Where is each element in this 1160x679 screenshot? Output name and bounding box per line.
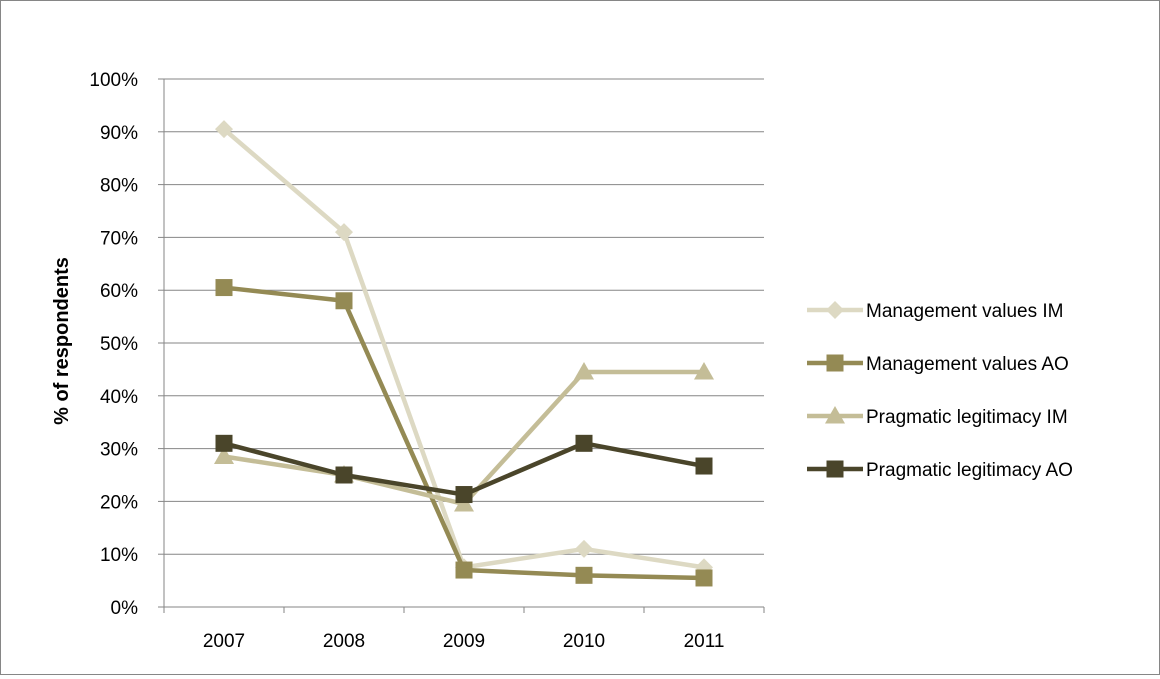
data-point-triangle	[694, 362, 714, 380]
data-point-square	[455, 486, 473, 504]
series-4	[215, 434, 713, 504]
legend-label: Management values IM	[866, 301, 1064, 322]
series-lines	[214, 120, 714, 587]
legend-item: Management values IM	[807, 301, 1064, 322]
data-point-diamond	[215, 120, 233, 139]
legend-item: Pragmatic legitimacy IM	[807, 406, 1068, 428]
x-tick-label: 2010	[563, 631, 605, 652]
data-point-square	[826, 460, 844, 478]
y-tick-label: 90%	[100, 123, 138, 144]
legend-item: Management values AO	[807, 354, 1069, 375]
y-tick-label: 100%	[89, 70, 138, 91]
x-tick-label: 2007	[203, 631, 245, 652]
x-tick-label: 2009	[443, 631, 485, 652]
series-line	[223, 369, 704, 507]
legend-item: Pragmatic legitimacy AO	[807, 460, 1073, 481]
y-tick-label: 30%	[100, 440, 138, 461]
y-tick-label: 10%	[100, 545, 138, 566]
data-point-triangle	[214, 446, 234, 465]
series-line	[223, 285, 705, 581]
data-point-triangle	[825, 406, 845, 424]
data-point-diamond	[335, 223, 353, 242]
series-2	[215, 279, 713, 587]
y-tick-label: 60%	[100, 281, 138, 302]
data-point-square	[455, 561, 473, 579]
data-point-square	[575, 434, 593, 452]
y-tick-label: 80%	[100, 176, 138, 197]
data-point-diamond	[575, 539, 593, 558]
gridlines	[164, 78, 764, 555]
x-tick-label: 2011	[684, 631, 725, 652]
data-point-square	[695, 569, 713, 587]
data-point-diamond	[826, 301, 844, 319]
data-point-square	[695, 457, 713, 475]
axes: 0% 10% 20% 30% 40% 50% 60% 70% 80% 90% 100% 2007 200…	[89, 70, 765, 652]
y-tick-label: 40%	[100, 387, 138, 408]
legend-label: Management values AO	[866, 354, 1069, 375]
data-point-square	[335, 466, 353, 484]
data-point-square	[575, 566, 593, 584]
data-point-square	[335, 292, 353, 310]
data-point-square	[215, 279, 233, 297]
data-point-square	[826, 354, 844, 372]
data-point-square	[215, 434, 233, 452]
y-tick-label: 70%	[100, 228, 138, 249]
y-tick-label: 20%	[100, 492, 138, 513]
y-tick-label: 50%	[100, 334, 138, 355]
legend: Management values IM Management values AO…	[807, 301, 1073, 481]
data-point-triangle	[574, 362, 594, 380]
legend-label: Pragmatic legitimacy AO	[866, 460, 1073, 481]
legend-label: Pragmatic legitimacy IM	[866, 407, 1068, 428]
y-axis-label: % of respondents	[51, 257, 73, 425]
x-tick-label: 2008	[323, 631, 365, 652]
y-tick-label: 0%	[111, 598, 139, 619]
